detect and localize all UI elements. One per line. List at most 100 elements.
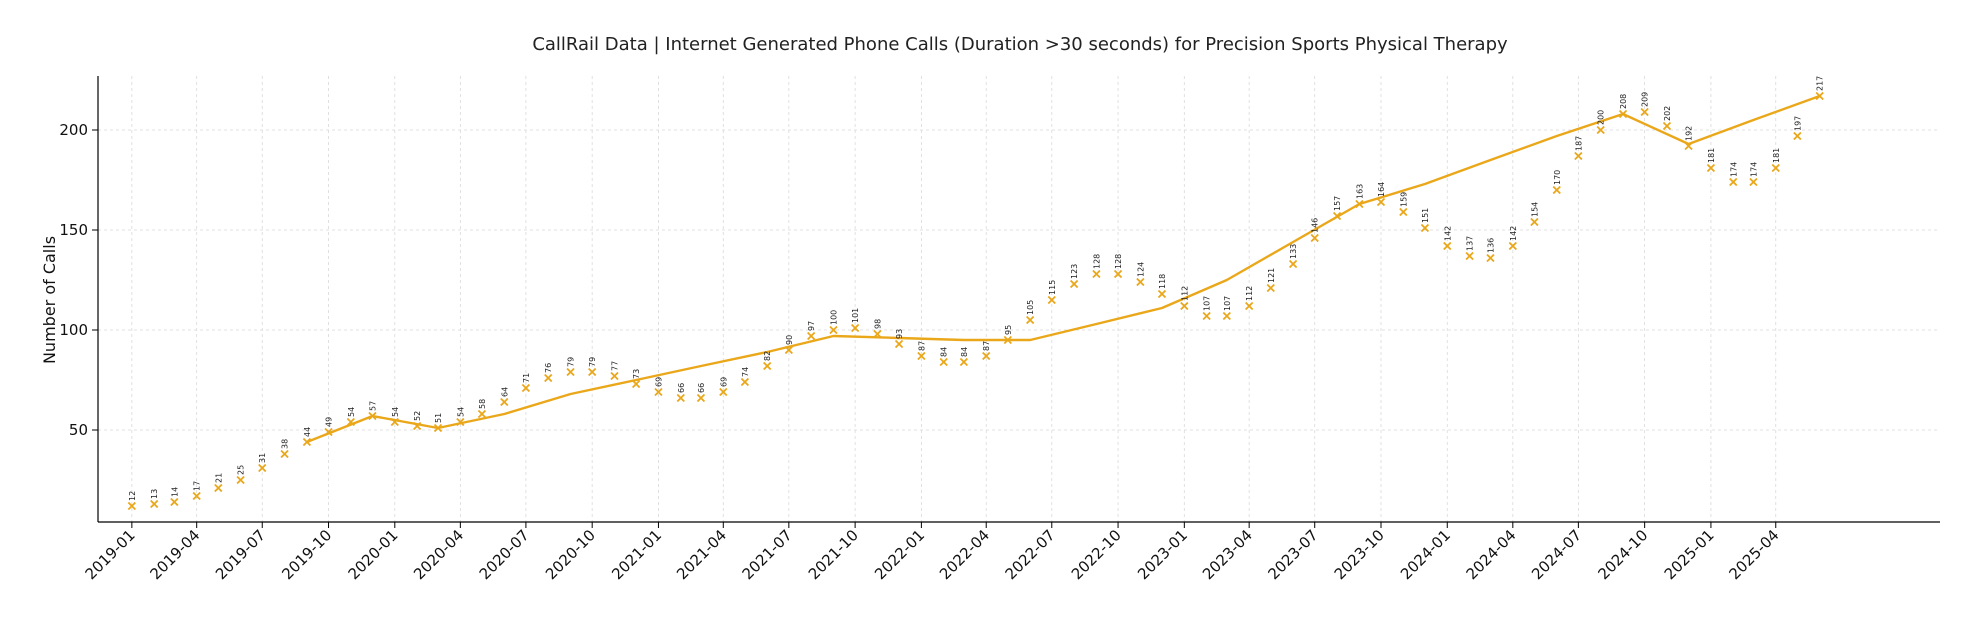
data-point-label: 97 — [807, 321, 816, 331]
data-point-label: 77 — [611, 361, 620, 371]
data-label-layer: 12 13 14 17 21 25 31 38 44 49 54 57 54 52 51 54 58 64 71 76… — [128, 76, 1825, 501]
data-point-label: 107 — [1223, 296, 1232, 311]
data-point-label: 58 — [478, 399, 487, 409]
data-point-label: 84 — [960, 347, 969, 357]
data-point-label: 142 — [1509, 226, 1518, 241]
data-point-label: 52 — [413, 411, 422, 421]
data-point-label: 66 — [677, 383, 686, 393]
data-point-label: 54 — [347, 407, 356, 417]
data-point-marker — [521, 383, 531, 393]
data-point-label: 163 — [1355, 184, 1364, 199]
data-point-marker — [1376, 197, 1386, 207]
data-point-label: 181 — [1707, 148, 1716, 163]
data-point-marker — [1706, 163, 1716, 173]
data-point-label: 121 — [1267, 268, 1276, 283]
data-point-marker — [390, 417, 399, 427]
grid-layer — [98, 76, 1940, 522]
data-point-label: 51 — [434, 413, 443, 423]
data-point-label: 90 — [785, 335, 794, 345]
data-point-marker — [544, 373, 553, 383]
data-point-marker — [346, 417, 355, 427]
data-point-label: 174 — [1749, 162, 1758, 177]
data-point-marker — [456, 417, 465, 427]
data-point-label: 164 — [1377, 182, 1386, 197]
data-point-label: 49 — [325, 417, 334, 427]
data-point-label: 208 — [1619, 94, 1628, 109]
data-point-label: 14 — [170, 487, 179, 497]
y-axis-label: Number of Calls — [40, 236, 59, 364]
data-point-label: 209 — [1641, 92, 1650, 107]
chart-title: CallRail Data | Internet Generated Phone… — [532, 34, 1508, 55]
x-tick-label: 2020-07 — [476, 526, 533, 583]
data-point-marker — [1771, 163, 1780, 173]
data-point-label: 31 — [258, 453, 267, 463]
data-point-marker — [1486, 253, 1495, 263]
data-point-label: 133 — [1289, 244, 1298, 259]
data-point-label: 157 — [1333, 196, 1342, 211]
data-point-marker — [1552, 185, 1561, 195]
y-tick-label: 100 — [59, 321, 88, 339]
data-point-marker — [412, 421, 422, 431]
data-point-marker — [1684, 141, 1693, 151]
data-point-label: 112 — [1180, 286, 1189, 301]
data-point-marker — [1332, 211, 1342, 221]
x-tick-label: 2019-07 — [212, 526, 269, 583]
data-point-label: 146 — [1311, 218, 1320, 233]
data-point-marker — [192, 491, 201, 501]
y-tick-label: 150 — [59, 221, 88, 239]
data-point-label: 79 — [567, 357, 576, 367]
x-tick-label: 2022-10 — [1068, 526, 1125, 583]
x-tick-label: 2022-07 — [1002, 526, 1059, 583]
x-tick-label: 2024-10 — [1594, 526, 1651, 583]
x-tick-label: 2019-10 — [278, 526, 335, 583]
data-point-marker — [588, 367, 597, 377]
x-tick-label: 2021-01 — [608, 526, 665, 583]
data-point-label: 159 — [1399, 192, 1408, 207]
x-tick-label: 2024-07 — [1528, 526, 1585, 583]
x-tick-label: 2025-04 — [1726, 526, 1783, 583]
data-point-label: 170 — [1553, 170, 1562, 185]
data-point-marker — [1399, 207, 1408, 217]
data-point-label: 69 — [719, 377, 728, 387]
trend-line — [306, 94, 1821, 444]
x-tick-label: 2021-04 — [673, 526, 730, 583]
data-point-marker — [784, 345, 793, 355]
data-point-marker — [1420, 223, 1430, 233]
data-point-marker — [500, 397, 509, 407]
data-point-label: 107 — [1203, 296, 1212, 311]
data-point-label: 79 — [588, 357, 597, 367]
data-point-label: 71 — [522, 373, 531, 383]
data-point-marker — [894, 339, 904, 349]
data-point-label: 128 — [1114, 254, 1123, 269]
data-point-label: 74 — [741, 367, 750, 377]
x-tick-label: 2025-01 — [1661, 526, 1718, 583]
data-point-marker — [1465, 251, 1474, 261]
data-point-marker — [959, 357, 969, 367]
data-point-marker — [1310, 233, 1319, 243]
data-point-marker — [1003, 335, 1012, 345]
data-point-marker — [1815, 91, 1824, 101]
data-point-label: 21 — [214, 473, 223, 483]
y-tick-label: 200 — [59, 121, 88, 139]
data-point-label: 13 — [150, 489, 159, 499]
data-point-marker — [829, 325, 838, 335]
data-point-label: 12 — [128, 491, 137, 501]
data-point-label: 123 — [1070, 264, 1079, 279]
data-point-marker — [368, 411, 377, 421]
data-point-marker — [1640, 107, 1649, 117]
data-point-marker — [873, 329, 882, 339]
data-point-marker — [566, 367, 575, 377]
data-point-marker — [1092, 269, 1101, 279]
data-point-label: 112 — [1245, 286, 1254, 301]
data-point-label: 142 — [1443, 226, 1452, 241]
data-point-label: 174 — [1729, 162, 1738, 177]
data-point-label: 154 — [1530, 202, 1539, 217]
data-point-marker — [324, 427, 333, 437]
data-point-marker — [654, 387, 663, 397]
x-tick-label: 2022-01 — [871, 526, 928, 583]
data-point-marker — [850, 323, 860, 333]
data-point-label: 38 — [281, 439, 290, 449]
x-tick-label: 2022-04 — [936, 526, 993, 583]
data-point-marker — [1355, 199, 1364, 209]
